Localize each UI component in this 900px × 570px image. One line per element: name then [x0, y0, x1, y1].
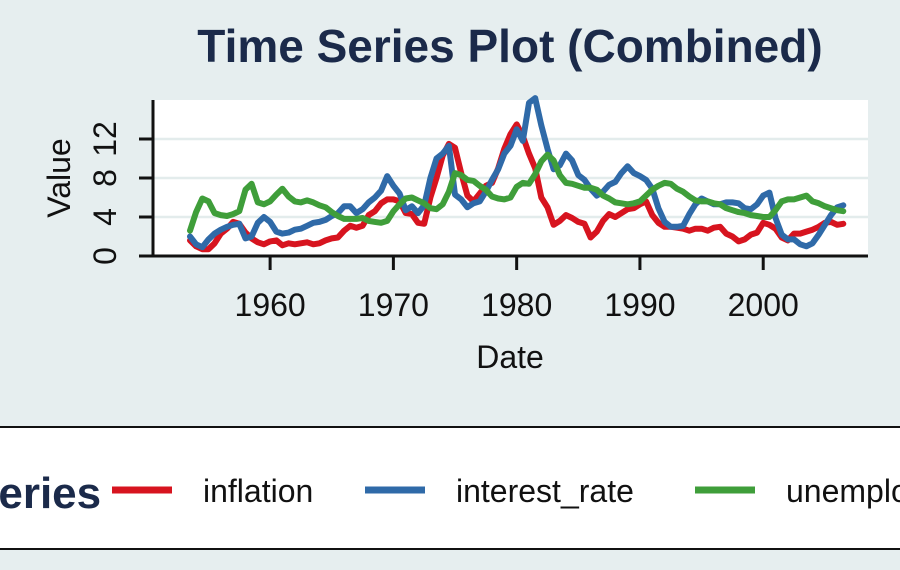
x-tick-label-3: 1990: [604, 287, 675, 323]
x-axis-ticks: 1960 1970 1980 1990 2000: [235, 256, 799, 323]
series-line-unemployment: [187, 151, 847, 234]
legend-label-unemployment: unemployment: [786, 473, 900, 509]
y-axis-title: Value: [41, 138, 77, 217]
y-tick-label-1: 4: [87, 208, 123, 226]
series-line-interest-rate: [187, 95, 847, 251]
y-tick-label-2: 8: [87, 169, 123, 187]
x-tick-label-0: 1960: [235, 287, 306, 323]
x-tick-label-4: 2000: [728, 287, 799, 323]
y-tick-label-3: 12: [87, 121, 123, 157]
legend-label-inflation: inflation: [203, 473, 313, 509]
series-lines: [187, 95, 847, 253]
legend: Series inflation interest_rate unemploymen…: [0, 426, 900, 550]
x-tick-label-2: 1980: [481, 287, 552, 323]
x-tick-label-1: 1970: [358, 287, 429, 323]
x-axis-title: Date: [476, 339, 544, 375]
legend-entries: inflation interest_rate unemployment: [112, 473, 900, 509]
y-axis-ticks: 0 4 8 12: [87, 121, 153, 265]
legend-label-interest-rate: interest_rate: [456, 473, 634, 509]
chart-title: Time Series Plot (Combined): [197, 20, 822, 72]
legend-title: Series: [0, 469, 101, 518]
series-line-inflation: [187, 121, 847, 253]
y-tick-label-0: 0: [87, 247, 123, 265]
